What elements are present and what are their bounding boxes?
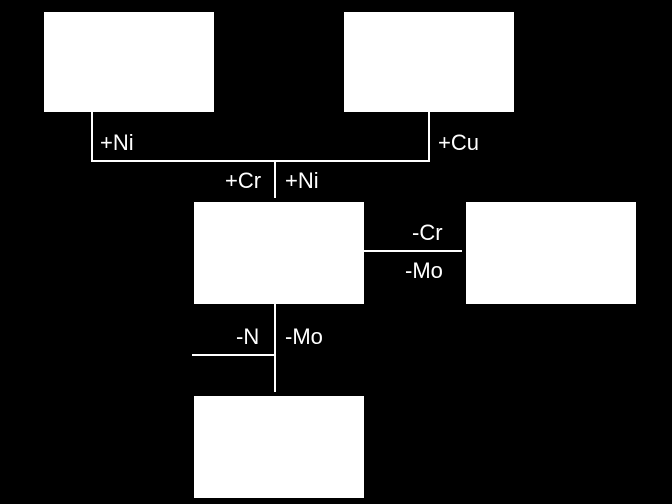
edge-v1 <box>91 112 93 160</box>
edge-h1 <box>91 160 430 162</box>
label-minus-cr: -Cr <box>412 220 443 246</box>
node-n2 <box>340 8 518 116</box>
node-n3 <box>190 198 368 308</box>
node-n4 <box>462 198 640 308</box>
node-n1 <box>40 8 218 116</box>
label-minus-n: -N <box>236 324 259 350</box>
edge-v3 <box>274 160 276 198</box>
label-plus-ni-2: +Ni <box>285 168 319 194</box>
edge-v4 <box>274 304 276 392</box>
flowchart-stage: +Ni +Cu +Cr +Ni -Cr -Mo -N -Mo <box>0 0 672 504</box>
edge-v2 <box>428 112 430 160</box>
label-minus-mo-2: -Mo <box>285 324 323 350</box>
edge-h3 <box>192 354 276 356</box>
node-n5 <box>190 392 368 502</box>
label-plus-cu: +Cu <box>438 130 479 156</box>
label-plus-cr: +Cr <box>225 168 261 194</box>
edge-h2 <box>364 250 462 252</box>
label-minus-mo: -Mo <box>405 258 443 284</box>
label-plus-ni: +Ni <box>100 130 134 156</box>
